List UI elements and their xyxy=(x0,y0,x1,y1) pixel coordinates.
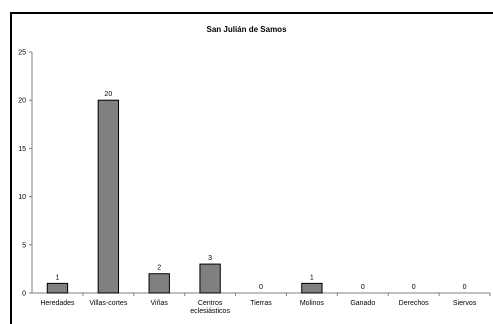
y-tick-label: 15 xyxy=(18,146,26,153)
plot-area: 05101520251Heredades20Villas-cortes2Viña… xyxy=(18,50,491,315)
bar xyxy=(46,282,69,294)
x-tick-label: Ganado xyxy=(350,300,375,307)
x-tick-label: Tierras xyxy=(250,300,272,307)
data-label: 0 xyxy=(463,284,467,291)
chart-title: San Julián de Samos xyxy=(206,25,287,34)
y-tick-label: 10 xyxy=(18,194,26,201)
x-tick-label: Derechos xyxy=(399,300,429,307)
bar xyxy=(97,99,120,294)
x-tick-label: Villas-cortes xyxy=(89,300,127,307)
y-tick-label: 0 xyxy=(22,291,26,298)
x-tick-label: Siervos xyxy=(453,300,477,307)
data-label: 0 xyxy=(412,284,416,291)
bar xyxy=(199,263,221,294)
x-tick-label: Viñas xyxy=(151,300,169,307)
y-tick-label: 5 xyxy=(22,242,26,249)
data-label: 20 xyxy=(104,91,112,98)
data-label: 3 xyxy=(208,255,212,262)
x-tick-label: Centros xyxy=(198,300,223,307)
bar xyxy=(301,282,323,294)
x-tick-label: eclesiásticos xyxy=(190,308,230,315)
x-tick-label: Molinos xyxy=(300,300,325,307)
data-label: 1 xyxy=(55,274,59,281)
x-tick-label: Heredades xyxy=(40,300,75,307)
bar xyxy=(148,273,170,294)
data-label: 0 xyxy=(361,284,365,291)
chart-frame xyxy=(10,12,493,324)
data-label: 2 xyxy=(157,265,161,272)
data-label: 1 xyxy=(310,274,314,281)
y-tick-label: 25 xyxy=(18,50,26,57)
y-tick-label: 20 xyxy=(18,98,26,105)
data-label: 0 xyxy=(259,284,263,291)
